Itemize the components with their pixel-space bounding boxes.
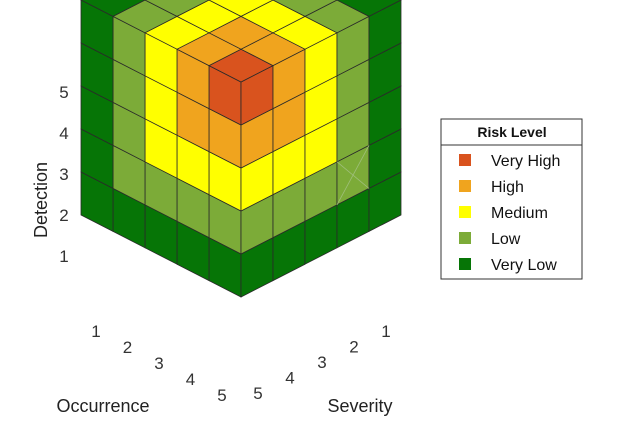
legend-swatch	[459, 206, 471, 218]
legend-item-label: Medium	[491, 205, 548, 222]
detection-tick-label: 5	[59, 83, 68, 102]
cube-top-cell	[144, 0, 210, 17]
risk-cube	[80, 0, 402, 298]
occurrence-tick-label: 5	[217, 386, 226, 405]
severity-tick-label: 1	[381, 322, 390, 341]
cube-right-cell	[368, 0, 402, 61]
cube-top-cell	[336, 0, 402, 17]
cube-top-cell	[272, 0, 338, 17]
detection-axis-title: Detection	[31, 162, 51, 238]
detection-tick-label: 2	[59, 206, 68, 225]
occurrence-tick-label: 3	[154, 354, 163, 373]
axis-labels: Detection Occurrence Severity	[31, 162, 393, 416]
severity-tick-label: 2	[349, 338, 358, 357]
severity-tick-label: 3	[317, 353, 326, 372]
legend-item-label: Very Low	[491, 257, 557, 274]
occurrence-tick-label: 4	[186, 370, 195, 389]
cube-shading-line	[336, 145, 370, 205]
severity-tick-label: 4	[285, 369, 294, 388]
occurrence-tick-label: 2	[123, 338, 132, 357]
legend-swatch	[459, 258, 471, 270]
legend-swatch	[459, 154, 471, 166]
occurrence-axis-title: Occurrence	[56, 396, 149, 416]
cube-left-cell	[80, 0, 114, 61]
legend-swatch	[459, 232, 471, 244]
occurrence-tick-label: 1	[91, 322, 100, 341]
cube-top-cell	[80, 0, 146, 17]
legend-box	[440, 118, 583, 280]
severity-tick-label: 5	[253, 384, 262, 403]
detection-tick-label: 4	[59, 124, 68, 143]
detection-tick-label: 3	[59, 165, 68, 184]
legend-item-label: Very High	[491, 153, 560, 170]
cube-top-cell	[208, 0, 274, 17]
axis-ticks: 1 2 3 4 5 1 2 3 4 5 1 2 3 4 5	[59, 83, 390, 405]
severity-axis-title: Severity	[327, 396, 392, 416]
legend-title: Risk Level	[477, 124, 546, 140]
risk-legend: Risk Level Very High High Medium Low Very Low	[440, 118, 583, 280]
legend-item-label: Low	[491, 231, 521, 248]
legend-item-label: High	[491, 179, 524, 196]
detection-tick-label: 1	[59, 247, 68, 266]
legend-swatch	[459, 180, 471, 192]
